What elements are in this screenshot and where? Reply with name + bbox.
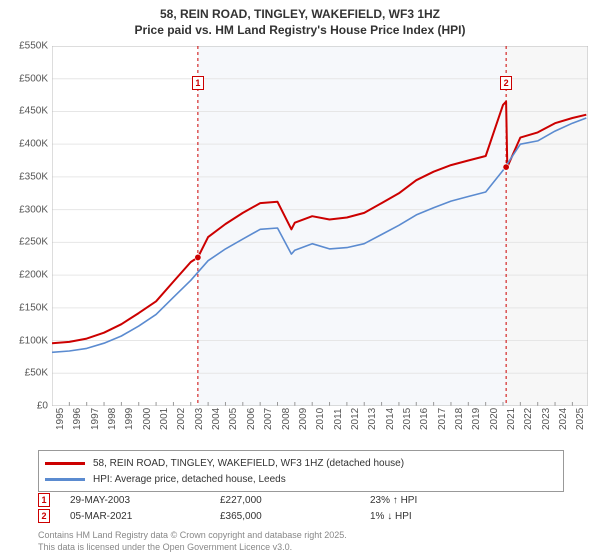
x-tick-label: 1996 (72, 408, 76, 430)
legend-label-hpi: HPI: Average price, detached house, Leed… (93, 474, 286, 485)
sale-price-1: £227,000 (220, 495, 370, 506)
y-tick-label: £200K (0, 270, 48, 281)
x-tick-label: 2012 (350, 408, 354, 430)
x-tick-label: 1997 (90, 408, 94, 430)
sale-price-2: £365,000 (220, 511, 370, 522)
legend-swatch-price-paid (45, 462, 85, 465)
y-tick-label: £550K (0, 41, 48, 52)
y-tick-label: £500K (0, 73, 48, 84)
x-tick-label: 2002 (176, 408, 180, 430)
chart-container: 58, REIN ROAD, TINGLEY, WAKEFIELD, WF3 1… (0, 0, 600, 560)
legend-row-price-paid: 58, REIN ROAD, TINGLEY, WAKEFIELD, WF3 1… (45, 455, 557, 471)
title-line-1: 58, REIN ROAD, TINGLEY, WAKEFIELD, WF3 1… (0, 6, 600, 22)
x-tick-label: 2004 (211, 408, 215, 430)
sale-date-2: 05-MAR-2021 (70, 511, 220, 522)
x-tick-label: 2007 (263, 408, 267, 430)
x-tick-label: 2024 (558, 408, 562, 430)
legend-row-hpi: HPI: Average price, detached house, Leed… (45, 471, 557, 487)
legend-label-price-paid: 58, REIN ROAD, TINGLEY, WAKEFIELD, WF3 1… (93, 458, 404, 469)
x-tick-label: 2003 (194, 408, 198, 430)
x-tick-label: 2016 (419, 408, 423, 430)
sales-table: 1 29-MAY-2003 £227,000 23% ↑ HPI 2 05-MA… (38, 492, 564, 524)
sale-delta-1: 23% ↑ HPI (370, 495, 490, 506)
x-tick-label: 2000 (142, 408, 146, 430)
x-tick-label: 2006 (246, 408, 250, 430)
x-tick-label: 2021 (506, 408, 510, 430)
x-tick-label: 2011 (333, 408, 337, 430)
attribution: Contains HM Land Registry data © Crown c… (38, 530, 347, 553)
y-tick-label: £450K (0, 106, 48, 117)
x-tick-label: 2017 (437, 408, 441, 430)
plot-svg (52, 46, 588, 406)
title-line-2: Price paid vs. HM Land Registry's House … (0, 22, 600, 38)
chart-wrap: £0 £50K £100K £150K £200K £250K £300K £350K £400… (0, 40, 600, 440)
y-tick-label: £100K (0, 335, 48, 346)
legend-box: 58, REIN ROAD, TINGLEY, WAKEFIELD, WF3 1… (38, 450, 564, 492)
sale-marker-1: 1 (38, 493, 50, 507)
x-tick-label: 2009 (298, 408, 302, 430)
x-tick-label: 2018 (454, 408, 458, 430)
sales-row-1: 1 29-MAY-2003 £227,000 23% ↑ HPI (38, 492, 564, 508)
x-tick-label: 2019 (471, 408, 475, 430)
x-tick-label: 2025 (575, 408, 579, 430)
y-tick-label: £350K (0, 171, 48, 182)
x-tick-label: 2015 (402, 408, 406, 430)
legend-swatch-hpi (45, 478, 85, 481)
y-tick-label: £400K (0, 139, 48, 150)
y-tick-label: £250K (0, 237, 48, 248)
title-block: 58, REIN ROAD, TINGLEY, WAKEFIELD, WF3 1… (0, 0, 600, 40)
x-tick-label: 2022 (523, 408, 527, 430)
attribution-line-1: Contains HM Land Registry data © Crown c… (38, 530, 347, 542)
y-tick-label: £0 (0, 401, 48, 412)
x-tick-label: 1995 (55, 408, 59, 430)
sale-marker-flag: 1 (192, 76, 204, 90)
x-tick-label: 2023 (541, 408, 545, 430)
x-tick-label: 2020 (489, 408, 493, 430)
x-tick-label: 1998 (107, 408, 111, 430)
y-tick-label: £50K (0, 368, 48, 379)
x-tick-label: 2014 (385, 408, 389, 430)
x-tick-label: 1999 (124, 408, 128, 430)
sale-delta-2: 1% ↓ HPI (370, 511, 490, 522)
x-tick-label: 2010 (315, 408, 319, 430)
sale-date-1: 29-MAY-2003 (70, 495, 220, 506)
x-tick-label: 2008 (281, 408, 285, 430)
y-tick-label: £300K (0, 204, 48, 215)
x-tick-label: 2013 (367, 408, 371, 430)
chart-area: 1995199619971998199920002001200220032004… (52, 46, 588, 406)
sale-marker-flag: 2 (500, 76, 512, 90)
attribution-line-2: This data is licensed under the Open Gov… (38, 542, 347, 554)
x-tick-label: 2005 (228, 408, 232, 430)
y-tick-label: £150K (0, 302, 48, 313)
sales-row-2: 2 05-MAR-2021 £365,000 1% ↓ HPI (38, 508, 564, 524)
sale-marker-2: 2 (38, 509, 50, 523)
x-tick-label: 2001 (159, 408, 163, 430)
